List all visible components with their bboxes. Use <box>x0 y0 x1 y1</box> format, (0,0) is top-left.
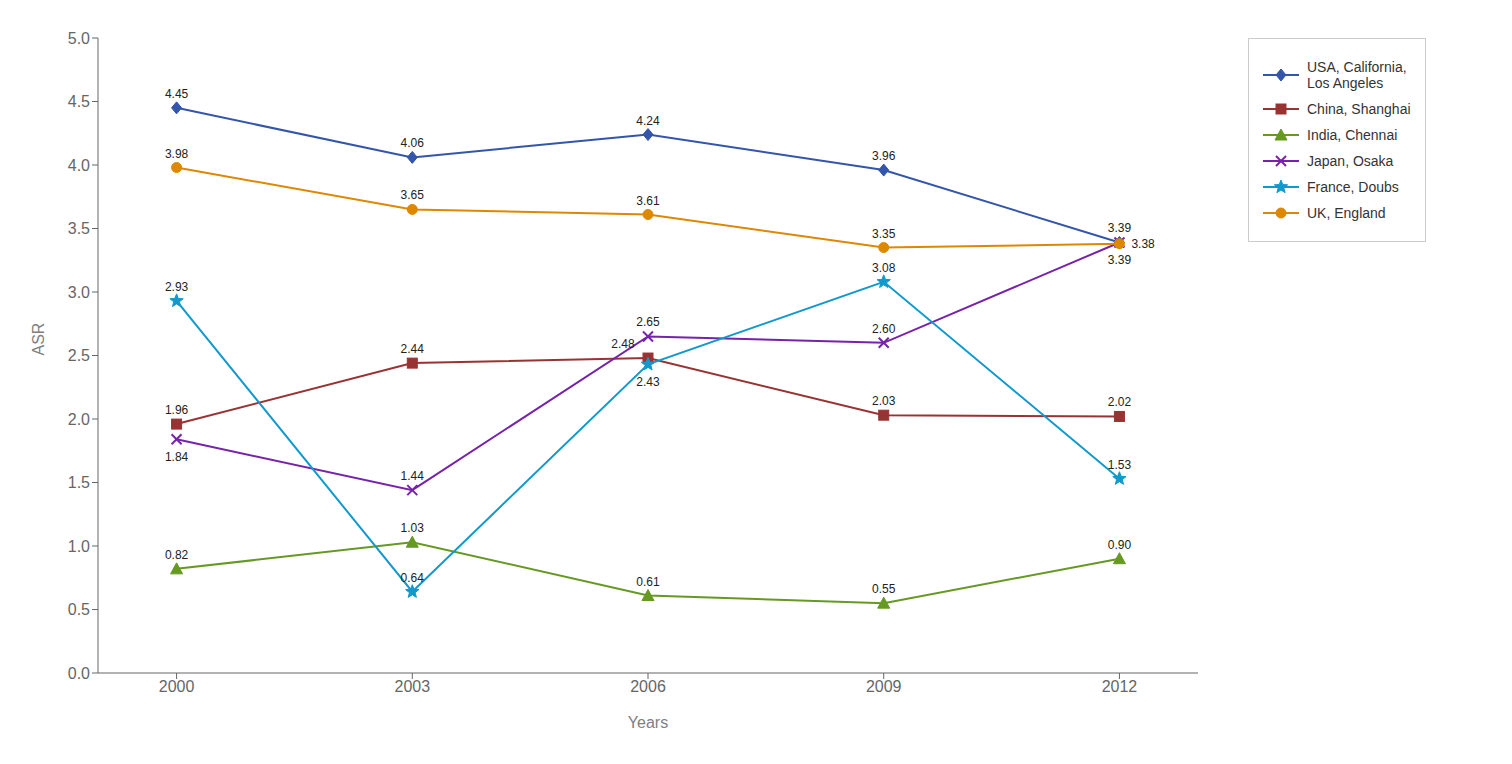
svg-text:4.5: 4.5 <box>68 93 90 110</box>
html-text:UK, England: UK, England <box>1307 205 1386 221</box>
svg-text:ASR: ASR <box>30 323 47 356</box>
svg-text:3.08: 3.08 <box>872 261 896 275</box>
svg-text:2012: 2012 <box>1102 678 1138 695</box>
svg-text:0.0: 0.0 <box>68 665 90 682</box>
svg-text:0.61: 0.61 <box>636 575 660 589</box>
html-text:India, Chennai: India, Chennai <box>1307 127 1398 143</box>
svg-text:1.44: 1.44 <box>401 469 425 483</box>
svg-text:0.5: 0.5 <box>68 601 90 618</box>
svg-text:3.98: 3.98 <box>165 147 189 161</box>
html-text:France, Doubs: France, Doubs <box>1307 179 1399 195</box>
svg-text:2000: 2000 <box>159 678 195 695</box>
html-text:Japan, Osaka: Japan, Osaka <box>1307 153 1394 169</box>
svg-text:3.0: 3.0 <box>68 284 90 301</box>
svg-text:1.5: 1.5 <box>68 474 90 491</box>
svg-text:3.5: 3.5 <box>68 220 90 237</box>
svg-text:2.60: 2.60 <box>872 322 896 336</box>
svg-text:3.65: 3.65 <box>401 188 425 202</box>
svg-text:5.0: 5.0 <box>68 30 90 47</box>
svg-text:0.55: 0.55 <box>872 582 896 596</box>
html-text:China, Shanghai: China, Shanghai <box>1307 101 1411 117</box>
svg-text:1.03: 1.03 <box>401 521 425 535</box>
svg-text:2.43: 2.43 <box>636 375 660 389</box>
svg-text:2.65: 2.65 <box>636 315 660 329</box>
svg-text:2.5: 2.5 <box>68 347 90 364</box>
svg-text:2.03: 2.03 <box>872 394 896 408</box>
svg-text:2.93: 2.93 <box>165 280 189 294</box>
svg-text:4.0: 4.0 <box>68 157 90 174</box>
svg-text:4.24: 4.24 <box>636 114 660 128</box>
svg-text:4.06: 4.06 <box>401 136 425 150</box>
svg-text:2009: 2009 <box>866 678 902 695</box>
svg-text:1.53: 1.53 <box>1108 458 1132 472</box>
svg-text:2.0: 2.0 <box>68 411 90 428</box>
svg-text:3.39: 3.39 <box>1108 253 1132 267</box>
svg-text:0.90: 0.90 <box>1108 538 1132 552</box>
svg-text:Years: Years <box>628 714 668 731</box>
svg-text:1.84: 1.84 <box>165 450 189 464</box>
svg-text:3.39: 3.39 <box>1108 221 1132 235</box>
svg-text:1.0: 1.0 <box>68 538 90 555</box>
svg-text:0.64: 0.64 <box>401 571 425 585</box>
svg-text:0.82: 0.82 <box>165 548 189 562</box>
svg-text:1.96: 1.96 <box>165 403 189 417</box>
html-text:USA, California, Los Angeles: USA, California, Los Angeles <box>1307 59 1407 91</box>
svg-text:3.61: 3.61 <box>636 194 660 208</box>
svg-text:2.02: 2.02 <box>1108 395 1132 409</box>
svg-text:3.35: 3.35 <box>872 227 896 241</box>
svg-text:2.44: 2.44 <box>401 342 425 356</box>
svg-text:4.45: 4.45 <box>165 87 189 101</box>
svg-text:3.38: 3.38 <box>1131 237 1155 251</box>
svg-text:2.48: 2.48 <box>611 337 635 351</box>
svg-text:2003: 2003 <box>394 678 430 695</box>
svg-text:2006: 2006 <box>630 678 666 695</box>
svg-text:3.96: 3.96 <box>872 149 896 163</box>
